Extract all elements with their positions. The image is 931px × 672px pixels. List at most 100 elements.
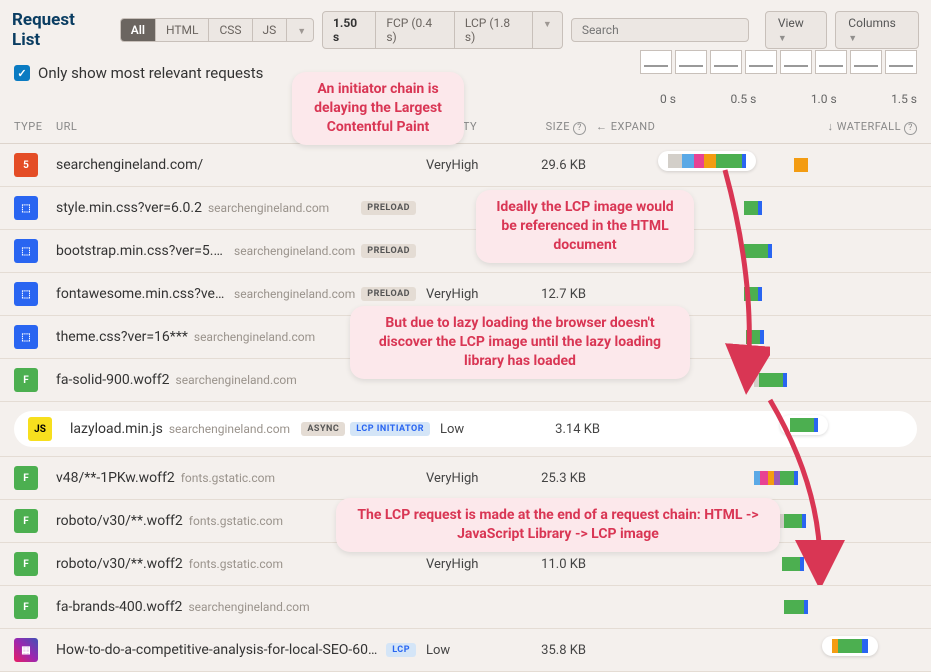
thumbnail[interactable] — [745, 50, 777, 74]
priority-cell: VeryHigh — [426, 158, 516, 173]
url-text: v48/**-1PKw.woff2 — [56, 470, 175, 486]
url-text: How-to-do-a-competitive-analysis-for-loc… — [56, 642, 380, 658]
url-cell: roboto/v30/**.woff2 fonts.gstatic.com — [56, 556, 426, 572]
type-icon: ▦ — [14, 638, 38, 662]
type-icon: JS — [28, 417, 52, 441]
url-cell: v48/**-1PKw.woff2 fonts.gstatic.com — [56, 470, 426, 486]
priority-cell: VeryHigh — [426, 471, 516, 486]
annotation: But due to lazy loading the browser does… — [350, 306, 690, 379]
col-size[interactable]: SIZE? — [516, 120, 596, 135]
type-icon: F — [14, 552, 38, 576]
annotation: Ideally the LCP image would be reference… — [476, 190, 694, 263]
annotation: An initiator chain is delaying the Large… — [292, 72, 464, 145]
url-domain: searchengineland.com — [169, 422, 290, 436]
search-input[interactable] — [571, 18, 749, 42]
url-domain: fonts.gstatic.com — [189, 514, 283, 528]
thumbnail[interactable] — [710, 50, 742, 74]
url-text: bootstrap.min.css?ver=5.1.3 — [56, 243, 228, 259]
type-filter-group: All HTML CSS JS — [120, 18, 314, 42]
col-type[interactable]: TYPE — [14, 120, 56, 135]
type-icon: ⬚ — [14, 239, 38, 263]
size-cell: 11.0 KB — [516, 557, 596, 572]
url-cell: lazyload.min.js searchengineland.com ASYN… — [70, 421, 440, 437]
request-row[interactable]: F fa-brands-400.woff2 searchengineland.c… — [0, 586, 931, 629]
filter-js[interactable]: JS — [253, 19, 288, 41]
badge: PRELOAD — [361, 244, 416, 258]
priority-cell: VeryHigh — [426, 557, 516, 572]
checkbox-checked-icon[interactable]: ✓ — [14, 65, 30, 81]
thumbnail[interactable] — [675, 50, 707, 74]
type-icon: ⬚ — [14, 325, 38, 349]
help-icon[interactable]: ? — [573, 122, 586, 135]
filter-more[interactable] — [287, 19, 314, 41]
timing-fcp[interactable]: FCP (0.4 s) — [376, 12, 455, 48]
url-text: fa-solid-900.woff2 — [56, 372, 170, 388]
badge: ASYNC — [301, 422, 345, 436]
priority-cell: VeryHigh — [426, 287, 516, 302]
type-icon: F — [14, 509, 38, 533]
badge: PRELOAD — [361, 287, 416, 301]
request-row[interactable]: 5 searchengineland.com/ VeryHigh 29.6 KB — [0, 144, 931, 187]
thumbnail[interactable] — [850, 50, 882, 74]
annotation: The LCP request is made at the end of a … — [336, 498, 780, 552]
page-title: Request List — [12, 10, 106, 50]
url-text: fa-brands-400.woff2 — [56, 599, 182, 615]
timeline-axis: 0 s 0.5 s 1.0 s 1.5 s — [0, 92, 931, 112]
url-cell: bootstrap.min.css?ver=5.1.3 searchengine… — [56, 243, 426, 259]
filter-css[interactable]: CSS — [209, 19, 252, 41]
col-waterfall[interactable]: ↓ WATERFALL? — [666, 120, 917, 135]
timing-group: 1.50 s FCP (0.4 s) LCP (1.8 s) — [322, 11, 563, 49]
url-domain: fonts.gstatic.com — [189, 557, 283, 571]
thumbnail[interactable] — [885, 50, 917, 74]
type-icon: F — [14, 466, 38, 490]
url-cell: How-to-do-a-competitive-analysis-for-loc… — [56, 642, 426, 658]
url-text: fontawesome.min.css?ver=16*** — [56, 286, 228, 302]
help-icon[interactable]: ? — [904, 122, 917, 135]
size-cell: 25.3 KB — [516, 471, 596, 486]
type-icon: ⬚ — [14, 196, 38, 220]
timing-lcp[interactable]: LCP (1.8 s) — [455, 12, 533, 48]
url-cell: fontawesome.min.css?ver=16*** searchengi… — [56, 286, 426, 302]
filter-all[interactable]: All — [121, 19, 156, 41]
url-text: lazyload.min.js — [70, 421, 163, 437]
url-domain: fonts.gstatic.com — [181, 471, 275, 485]
waterfall-cell — [666, 597, 917, 617]
waterfall-cell — [666, 155, 917, 175]
url-text: roboto/v30/**.woff2 — [56, 513, 183, 529]
arrow-icon — [710, 160, 770, 400]
request-row[interactable]: ⬚ style.min.css?ver=6.0.2 searchenginela… — [0, 187, 931, 230]
type-icon: ⬚ — [14, 282, 38, 306]
table-header: TYPE URL PRIORITY SIZE? ← EXPAND ↓ WATER… — [0, 112, 931, 144]
tick: 1.5 s — [891, 92, 917, 106]
size-cell: 35.8 KB — [516, 643, 596, 658]
request-row[interactable]: ⬚ bootstrap.min.css?ver=5.1.3 searchengi… — [0, 230, 931, 273]
thumbnail[interactable] — [640, 50, 672, 74]
request-row[interactable]: ▦ How-to-do-a-competitive-analysis-for-l… — [0, 629, 931, 672]
checkbox-label: Only show most relevant requests — [38, 64, 263, 82]
timing-total[interactable]: 1.50 s — [323, 12, 376, 48]
size-cell: 29.6 KB — [516, 158, 596, 173]
size-cell: 12.7 KB — [516, 287, 596, 302]
waterfall-cell — [666, 327, 917, 347]
type-icon: F — [14, 368, 38, 392]
url-domain: searchengineland.com — [176, 373, 297, 387]
col-expand[interactable]: ← EXPAND — [596, 120, 666, 135]
tick: 1.0 s — [811, 92, 837, 106]
url-text: roboto/v30/**.woff2 — [56, 556, 183, 572]
type-icon: F — [14, 595, 38, 619]
waterfall-cell — [666, 241, 917, 261]
url-text: style.min.css?ver=6.0.2 — [56, 200, 202, 216]
filter-html[interactable]: HTML — [156, 19, 210, 41]
thumbnail[interactable] — [815, 50, 847, 74]
columns-button[interactable]: Columns — [835, 11, 919, 49]
badge: PRELOAD — [361, 201, 416, 215]
thumbnail[interactable] — [780, 50, 812, 74]
url-text: searchengineland.com/ — [56, 157, 203, 173]
priority-cell: Low — [440, 422, 530, 437]
waterfall-cell — [666, 284, 917, 304]
timing-more[interactable] — [533, 12, 562, 48]
url-domain: searchengineland.com — [194, 330, 315, 344]
arrow-icon — [760, 395, 850, 585]
view-button[interactable]: View — [765, 11, 827, 49]
waterfall-cell — [666, 198, 917, 218]
